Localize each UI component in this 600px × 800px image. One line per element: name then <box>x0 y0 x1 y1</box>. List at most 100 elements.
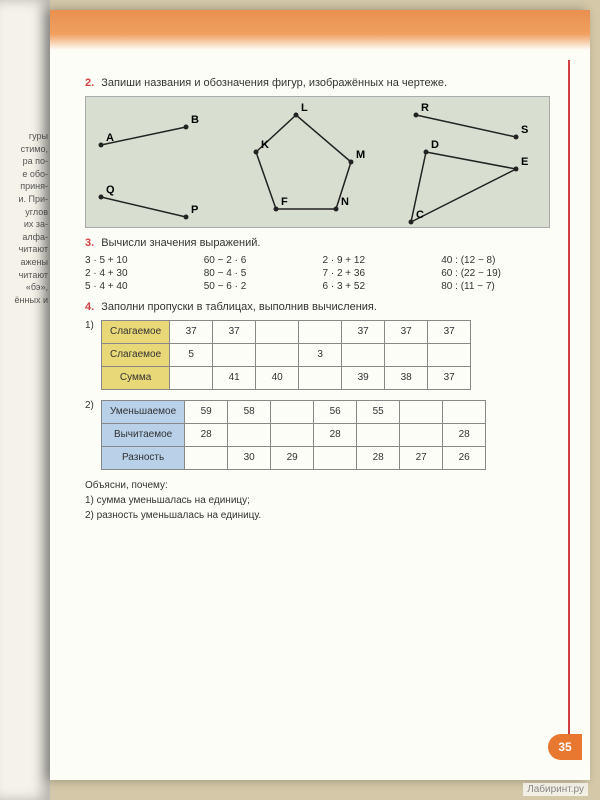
svg-text:M: M <box>356 149 365 161</box>
table-cell: 37 <box>428 320 471 343</box>
task-text: Заполни пропуски в таблицах, выполнив вы… <box>101 301 377 313</box>
svg-text:E: E <box>521 156 528 168</box>
prev-page-fragments: гурыстимо,ра по-е обо-приня-и. При-углов… <box>2 130 48 306</box>
task-2: 2. Запиши названия и обозначения фигур, … <box>85 76 565 90</box>
margin-line <box>568 60 570 740</box>
table-2-wrap: 2) Уменьшаемое59585655Вычитаемое282828Ра… <box>85 400 550 470</box>
table-cell <box>400 423 443 446</box>
geometry-diagram: A B Q P L K M F N R S D E C <box>85 96 550 228</box>
svg-text:C: C <box>416 209 424 221</box>
table-cell <box>428 343 471 366</box>
table-cell: 37 <box>213 320 256 343</box>
table-cell: 3 <box>299 343 342 366</box>
table-cell <box>299 366 342 389</box>
table-cell: 56 <box>314 400 357 423</box>
expression: 80 − 4 · 5 <box>204 268 313 279</box>
svg-text:K: K <box>261 139 269 151</box>
table-cell: 37 <box>170 320 213 343</box>
svg-text:Q: Q <box>106 184 115 196</box>
expression: 40 : (12 − 8) <box>441 255 550 266</box>
task-number: 2. <box>85 77 94 89</box>
explain-intro: Объясни, почему: <box>85 478 550 493</box>
table-cell: 29 <box>271 446 314 469</box>
table-cell: 28 <box>443 423 486 446</box>
table-cell: 37 <box>428 366 471 389</box>
expression: 2 · 4 + 30 <box>85 268 194 279</box>
table-cell: 55 <box>357 400 400 423</box>
table-cell: 28 <box>185 423 228 446</box>
svg-text:S: S <box>521 124 528 136</box>
explain-line-2: 2) разность уменьшалась на единицу. <box>85 508 550 523</box>
table-cell: 28 <box>357 446 400 469</box>
watermark: Лабиринт.ру <box>523 783 588 796</box>
table-cell <box>357 423 400 446</box>
row-header: Разность <box>101 446 184 469</box>
table-cell: 41 <box>213 366 256 389</box>
svg-text:F: F <box>281 196 288 208</box>
page-number-badge: 35 <box>548 734 582 760</box>
table-cell: 37 <box>385 320 428 343</box>
explain-line-1: 1) сумма уменьшалась на единицу; <box>85 493 550 508</box>
table-cell <box>314 446 357 469</box>
table-cell: 38 <box>385 366 428 389</box>
table-cell: 30 <box>228 446 271 469</box>
expression: 80 : (11 − 7) <box>441 281 550 292</box>
table-cell: 40 <box>256 366 299 389</box>
svg-text:B: B <box>191 114 199 126</box>
task-number: 4. <box>85 301 94 313</box>
expression: 50 − 6 · 2 <box>204 281 313 292</box>
svg-text:A: A <box>106 132 114 144</box>
row-header: Слагаемое <box>101 343 169 366</box>
table-cell <box>271 423 314 446</box>
page-header-decoration <box>50 10 590 50</box>
table-cell <box>342 343 385 366</box>
table-cell <box>185 446 228 469</box>
table-label: 2) <box>85 400 94 411</box>
explain-block: Объясни, почему: 1) сумма уменьшалась на… <box>85 478 550 523</box>
svg-text:D: D <box>431 139 439 151</box>
table-cell: 27 <box>400 446 443 469</box>
svg-text:N: N <box>341 196 349 208</box>
table-cell: 39 <box>342 366 385 389</box>
expression: 3 · 5 + 10 <box>85 255 194 266</box>
task-text: Вычисли значения выражений. <box>101 237 260 249</box>
table-cell: 26 <box>443 446 486 469</box>
subtraction-table: Уменьшаемое59585655Вычитаемое282828Разно… <box>101 400 486 470</box>
table-label: 1) <box>85 320 94 331</box>
table-cell <box>228 423 271 446</box>
svg-text:R: R <box>421 102 429 114</box>
expressions-grid: 3 · 5 + 10 60 − 2 · 6 2 · 9 + 12 40 : (12 −… <box>85 255 550 292</box>
task-number: 3. <box>85 237 94 249</box>
row-header: Слагаемое <box>101 320 169 343</box>
task-4: 4. Заполни пропуски в таблицах, выполнив… <box>85 300 565 314</box>
table-cell: 59 <box>185 400 228 423</box>
expression: 6 · 3 + 52 <box>323 281 432 292</box>
expression: 60 : (22 − 19) <box>441 268 550 279</box>
table-cell <box>170 366 213 389</box>
expression: 5 · 4 + 40 <box>85 281 194 292</box>
table-cell <box>299 320 342 343</box>
table-cell: 58 <box>228 400 271 423</box>
row-header: Сумма <box>101 366 169 389</box>
addition-table: Слагаемое3737373737Слагаемое53Сумма41403… <box>101 320 471 390</box>
row-header: Уменьшаемое <box>101 400 184 423</box>
table-cell <box>385 343 428 366</box>
table-cell: 37 <box>342 320 385 343</box>
expression: 60 − 2 · 6 <box>204 255 313 266</box>
row-header: Вычитаемое <box>101 423 184 446</box>
textbook-page: 2. Запиши названия и обозначения фигур, … <box>50 10 590 780</box>
svg-text:P: P <box>191 204 198 216</box>
expression: 2 · 9 + 12 <box>323 255 432 266</box>
table-cell: 28 <box>314 423 357 446</box>
table-cell <box>271 400 314 423</box>
table-cell <box>213 343 256 366</box>
task-text: Запиши названия и обозначения фигур, изо… <box>101 77 447 89</box>
table-cell <box>256 343 299 366</box>
table-cell <box>256 320 299 343</box>
expression: 7 · 2 + 36 <box>323 268 432 279</box>
task-3: 3. Вычисли значения выражений. <box>85 236 565 250</box>
table-cell <box>443 400 486 423</box>
table-cell <box>400 400 443 423</box>
table-cell: 5 <box>170 343 213 366</box>
svg-text:L: L <box>301 102 308 114</box>
